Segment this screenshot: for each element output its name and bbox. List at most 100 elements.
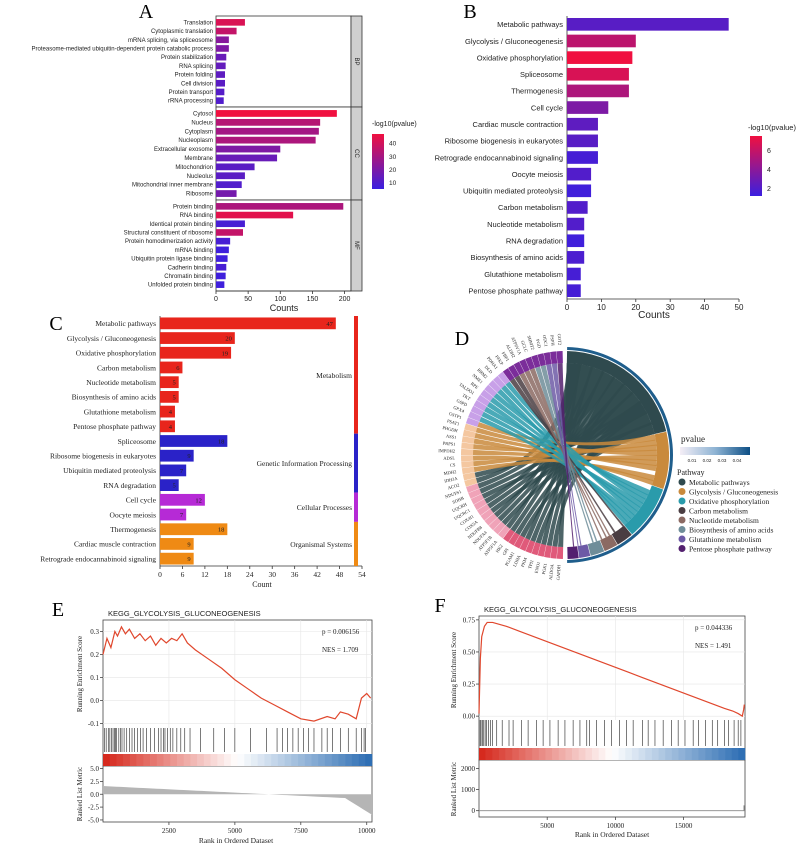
panel-b-category-label: Metabolic pathways [497,20,563,29]
panel-gsea-color-band [691,748,699,760]
panel-c-category-label: Nucleotide metabolism [86,378,156,387]
panel-d-gene-label: HK2 [495,544,504,554]
panel-e-metric-tick-label: 2.5 [90,778,99,786]
panel-gsea-color-band [176,754,184,766]
panel-e-metric-tick-label: 5.0 [90,765,99,773]
panel-b-x-tick-label: 50 [735,303,744,312]
panel-a-x-tick-label: 150 [307,296,319,303]
panel-b-category-label: Retrograde endocannabinoid signaling [435,153,563,162]
panel-c-value-label: 7 [180,468,184,475]
panel-gsea-color-band [545,748,553,760]
panel-b-kegg-bar-chart: Metabolic pathways Glycolysis / Gluconeog… [435,16,796,321]
panel-d-gene-label: DLD [484,364,494,375]
panel-c-value-label: 47 [326,321,333,328]
panel-gsea-y-tick-label: 0.2 [90,651,99,659]
panel-a-legend-tick-label: 20 [389,167,397,174]
panel-gsea-color-band [705,748,713,760]
panel-a-legend-tick-label: 10 [389,180,397,187]
panel-gsea-color-band [163,754,171,766]
panel-a-bar [216,272,226,280]
panel-d-gene-label: FBP1 [501,351,511,362]
panel-d-gene-arc [480,508,494,521]
panel-c-bar [160,464,187,477]
panel-a-category-label: Protein homodimerization activity [125,239,213,245]
panel-d-gene-arc [503,528,515,543]
panel-c-group-label: Cellular Processes [297,503,352,512]
panel-d-pathway-legend-label: Metabolic pathways [689,478,750,487]
panel-gsea-color-band [123,754,131,766]
panel-gsea-frame [478,615,746,761]
panel-gsea-color-band [598,748,606,760]
panel-e-metric-tick-label: -2.5 [88,804,100,812]
panel-d-ribbon [497,376,625,522]
panel-gsea-color-band [244,754,252,766]
panel-a-bar [216,71,225,78]
panel-gsea-color-band [170,754,178,766]
panel-c-x-tick-label: 48 [336,570,344,579]
panel-d-pathway-legend-label: Glycolysis / Gluconeogenesis [689,488,778,497]
panel-d-gene-arc [531,354,541,368]
panel-d-pathway-swatch [678,535,686,543]
panel-d-gene-label: NME1 [471,373,484,385]
panel-d-ribbon [524,370,611,536]
panel-d-pvalue-tick-label: 0.04 [733,458,742,463]
panel-c-value-label: 12 [195,497,202,504]
panel-d-pathway-swatch [678,507,686,514]
panel-d-gene-arc [544,545,552,558]
panel-a-bar [216,172,245,180]
panel-f-x-tick-label: 15000 [675,822,693,830]
panel-b-bar [567,234,585,248]
panel-d-gene-label: RPE [470,381,480,390]
panel-d-pathway-swatch [678,478,686,486]
panel-e-metric-axis-title: Ranked List Metric [76,767,84,821]
panel-c-value-label: 6 [176,365,180,372]
panel-c-value-label: 9 [187,541,190,548]
panel-gsea-color-band [631,748,639,760]
panel-c-bar [160,493,205,506]
panel-d-gene-label: ASS1 [446,433,457,440]
panel-d-pathway-legend-label: Glutathione metabolism [689,535,761,544]
panel-d-ribbon [519,372,607,538]
panel-c-bar [160,420,175,433]
panel-gsea-p-label: p = 0.006156 [322,628,360,636]
panel-d-ribbon [493,393,649,500]
panel-d-chord-diagram: GAPDHALDOAPGK1ENO1TPI1PKMLDHAPGAM1GPIHK2… [438,334,778,581]
panel-c-category-label: Retrograde endocannabinoid signaling [40,554,156,563]
panel-gsea-y-tick-label: 0.50 [463,648,476,656]
panel-d-gene-arc [525,356,535,370]
panel-d-gene-arc [525,540,536,554]
panel-d-ribbon [490,411,652,514]
panel-gsea-color-band [358,754,366,766]
panel-c-x-tick-label: 54 [358,570,366,579]
panel-a-bar [216,97,224,104]
panel-c-category-label: Ubiquitin mediated proteolysis [63,466,156,475]
panel-f-metric-tick-label: 1000 [461,786,476,794]
panel-d-pathway-arc [600,534,618,552]
panel-b-x-tick-label: 20 [631,303,640,312]
panel-gsea-color-band [532,748,540,760]
panel-d-gene-arc [470,493,485,505]
panel-gsea-color-band [518,748,526,760]
panel-b-category-label: Biosynthesis of amino acids [470,253,563,262]
panel-a-category-label: Unfolded protein binding [148,283,213,289]
panel-gsea-color-band [298,754,306,766]
panel-c-category-label: Cell cycle [126,496,157,505]
panel-a-category-label: mRNA splicing, via spliceosome [128,38,214,44]
panel-b-x-tick-label: 0 [565,303,570,312]
panel-a-bar [216,263,227,271]
panel-f-metric-tick-label: 0 [472,807,476,815]
panel-a-category-label: Ubiquitin protein ligase binding [131,257,213,263]
panel-gsea-p-label: p = 0.044336 [695,624,733,632]
panel-f-x-axis-title: Rank in Ordered Dataset [575,830,650,839]
panel-b-bar [567,67,629,81]
panel-d-gene-label: MDH2 [443,469,456,476]
panel-d-pathway-arc [624,485,664,535]
panel-d-gene-arc [488,517,502,531]
panel-e-x-tick-label: 10000 [358,827,376,835]
panel-e-y-axis-title: Running Enrichment Score [76,636,84,712]
panel-a-facet-frame-bp [215,15,352,108]
panel-gsea-color-band [585,748,593,760]
panel-gsea-color-band [592,748,599,760]
panel-gsea-color-band [197,754,205,766]
panel-gsea-color-band [711,748,719,760]
